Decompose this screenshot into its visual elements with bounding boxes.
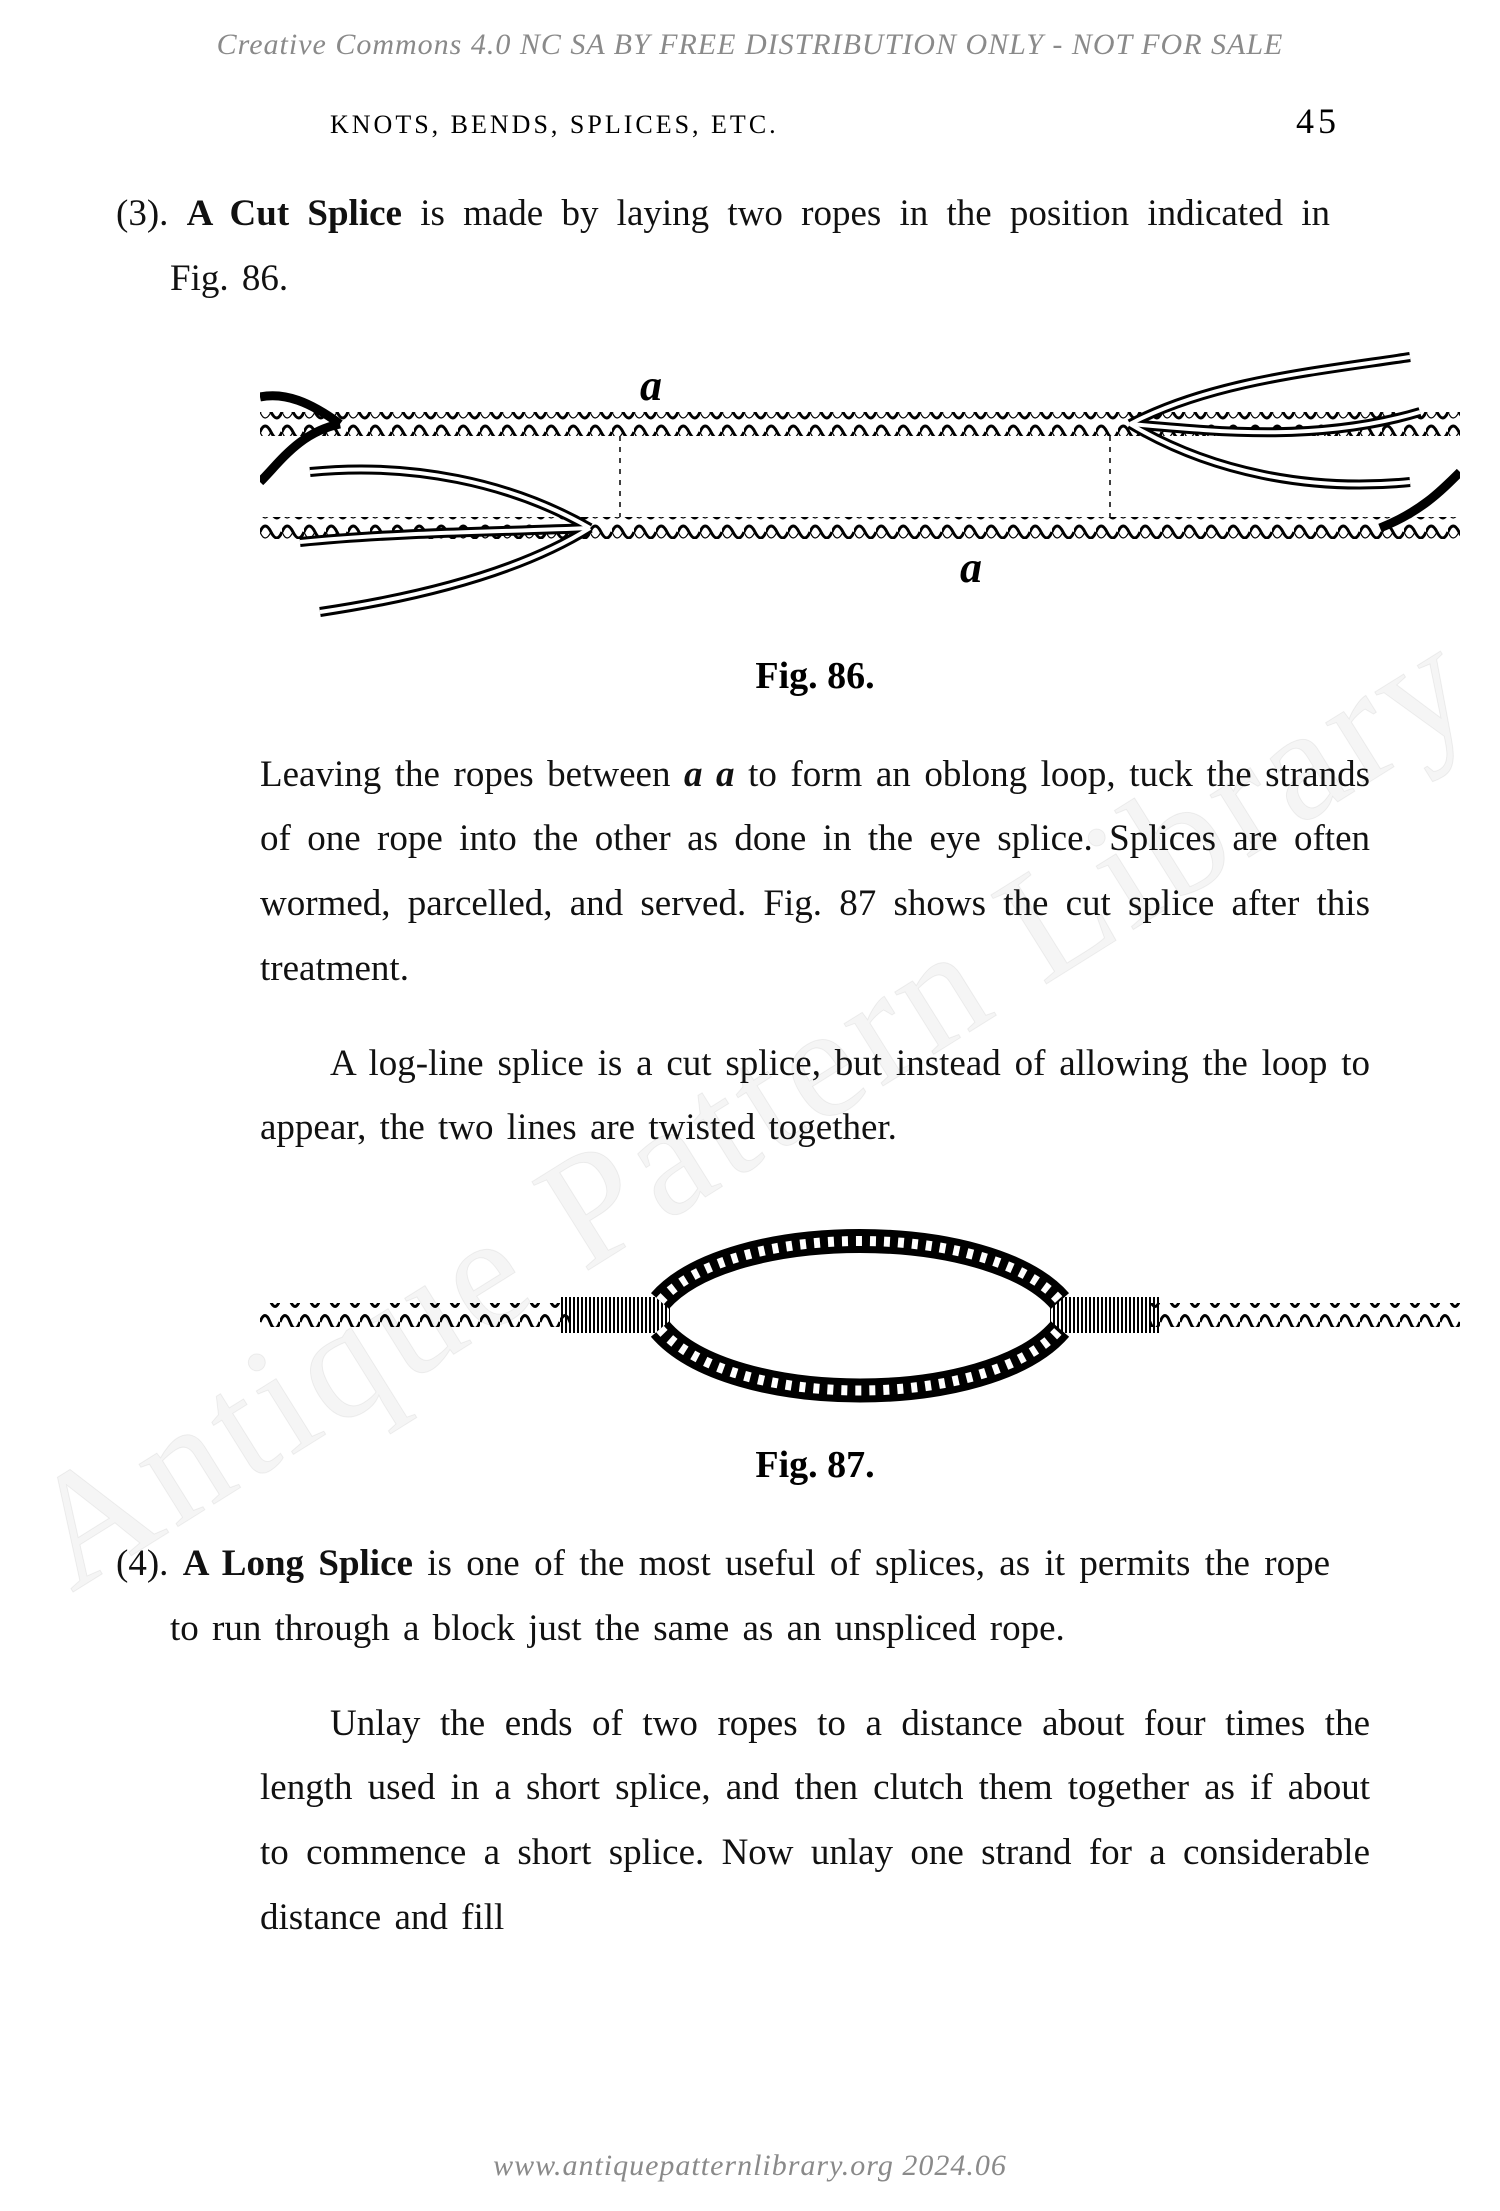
watermark-bottom: www.antiquepatternlibrary.org 2024.06 xyxy=(0,2149,1500,2183)
figure-86: a a xyxy=(260,342,1460,642)
fig86-label-a-top: a xyxy=(640,361,662,410)
watermark-top: Creative Commons 4.0 NC SA BY FREE DISTR… xyxy=(0,28,1500,62)
page-content: KNOTS, BENDS, SPLICES, ETC. 45 (3). A Cu… xyxy=(0,0,1500,2081)
s3-p2-b: a a xyxy=(684,754,735,795)
section-3-number: (3). xyxy=(116,193,168,234)
section-3-p3: A log-line splice is a cut splice, but i… xyxy=(260,1032,1370,1162)
fig86-label-a-bottom: a xyxy=(960,543,982,592)
fig86-caption: Fig. 86. xyxy=(260,654,1370,698)
page-number: 45 xyxy=(1296,100,1340,142)
section-4-p2: Unlay the ends of two ropes to a distanc… xyxy=(260,1692,1370,1951)
section-4-number: (4). xyxy=(116,1543,168,1584)
running-head: KNOTS, BENDS, SPLICES, ETC. 45 xyxy=(330,100,1340,142)
s3-p2-a: Leaving the ropes between xyxy=(260,754,684,795)
figure-87 xyxy=(260,1201,1460,1431)
section-3-intro: (3). A Cut Splice is made by laying two … xyxy=(170,182,1330,312)
running-title: KNOTS, BENDS, SPLICES, ETC. xyxy=(330,110,779,140)
fig87-caption: Fig. 87. xyxy=(260,1443,1370,1487)
section-3-title: A Cut Splice xyxy=(187,193,402,234)
section-4-intro: (4). A Long Splice is one of the most us… xyxy=(170,1532,1330,1662)
section-4-title: A Long Splice xyxy=(183,1543,413,1584)
section-3-p2: Leaving the ropes between a a to form an… xyxy=(260,743,1370,1002)
